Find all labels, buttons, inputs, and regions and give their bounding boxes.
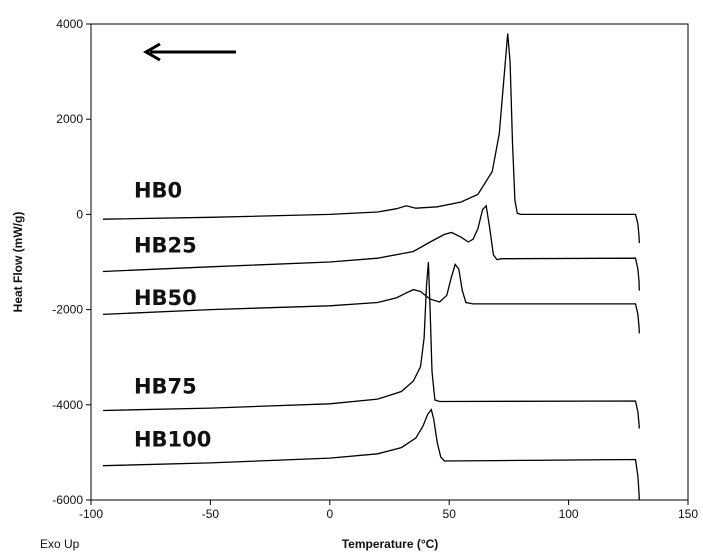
x-axis: -100 -50 0 50 100 150 bbox=[79, 500, 698, 521]
series-labels: HB0 HB25 HB50 HB75 HB100 bbox=[134, 179, 211, 452]
y-tick-label: -2000 bbox=[52, 303, 83, 317]
y-axis-title: Heat Flow (mW/g) bbox=[11, 212, 25, 313]
series-line-hb75 bbox=[102, 261, 640, 429]
x-axis-title: Temperature (°C) bbox=[342, 537, 439, 551]
x-tick-label: -100 bbox=[79, 507, 103, 521]
y-tick-label: 4000 bbox=[56, 17, 83, 31]
series-label-hb75: HB75 bbox=[134, 374, 197, 398]
series-label-hb100: HB100 bbox=[134, 428, 211, 452]
y-tick-label: 0 bbox=[76, 207, 83, 221]
x-tick-label: -50 bbox=[202, 507, 220, 521]
x-tick-label: 100 bbox=[559, 507, 579, 521]
series-label-hb0: HB0 bbox=[134, 179, 182, 203]
series-label-hb25: HB25 bbox=[134, 233, 197, 257]
series-group bbox=[102, 33, 640, 501]
series-line-hb100 bbox=[102, 408, 640, 501]
exo-up-label: Exo Up bbox=[40, 537, 80, 551]
y-tick-label: -4000 bbox=[52, 398, 83, 412]
plot-frame bbox=[90, 23, 689, 501]
y-tick-label: -6000 bbox=[52, 493, 83, 507]
arrow-left-icon bbox=[142, 42, 236, 62]
series-line-hb25 bbox=[102, 204, 640, 291]
series-label-hb50: HB50 bbox=[134, 286, 197, 310]
y-axis: 4000 2000 0 -2000 -4000 -6000 bbox=[52, 17, 91, 507]
x-tick-label: 50 bbox=[443, 507, 457, 521]
x-tick-label: 0 bbox=[326, 507, 333, 521]
x-tick-label: 150 bbox=[678, 507, 698, 521]
series-line-hb0 bbox=[102, 33, 640, 244]
y-tick-label: 2000 bbox=[56, 112, 83, 126]
series-line-hb50 bbox=[102, 262, 640, 334]
